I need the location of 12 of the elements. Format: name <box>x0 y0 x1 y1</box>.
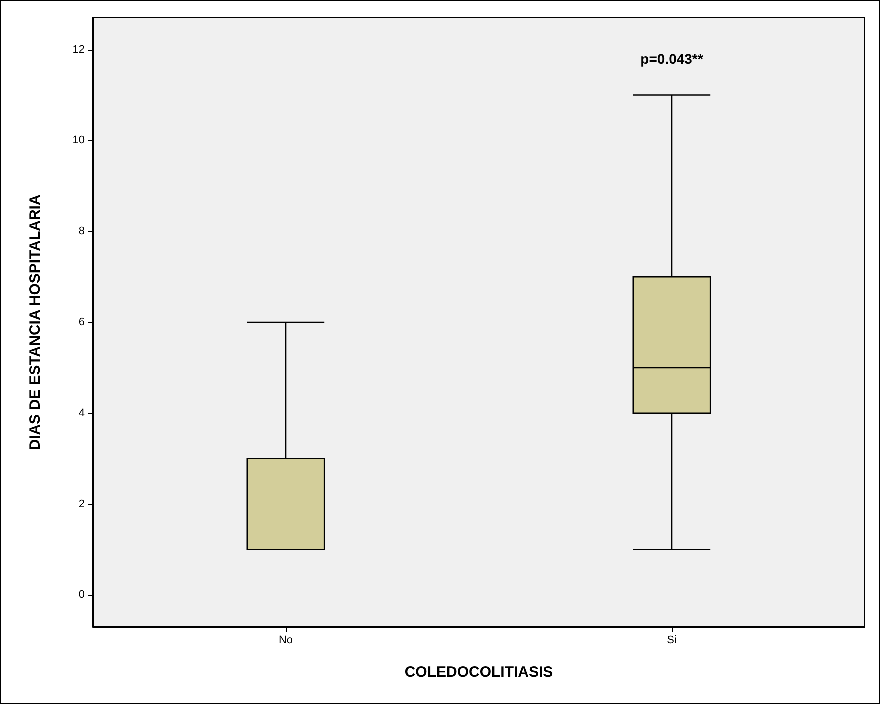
x-axis-title: COLEDOCOLITIASIS <box>404 664 554 681</box>
x-tick-label: No <box>278 634 294 646</box>
y-tick-label: 2 <box>78 498 85 510</box>
y-axis-title: DIAS DE ESTANCIA HOSPITALARIA <box>27 194 44 450</box>
y-tick-label: 10 <box>72 134 85 147</box>
x-tick-label: Si <box>667 634 677 646</box>
y-tick-label: 12 <box>72 44 85 56</box>
y-tick-label: 0 <box>78 589 85 602</box>
annotation: p=0.043** <box>640 51 704 67</box>
y-tick-label: 4 <box>78 407 85 420</box>
y-tick-label: 8 <box>78 226 85 238</box>
y-tick-label: 6 <box>78 316 85 328</box>
